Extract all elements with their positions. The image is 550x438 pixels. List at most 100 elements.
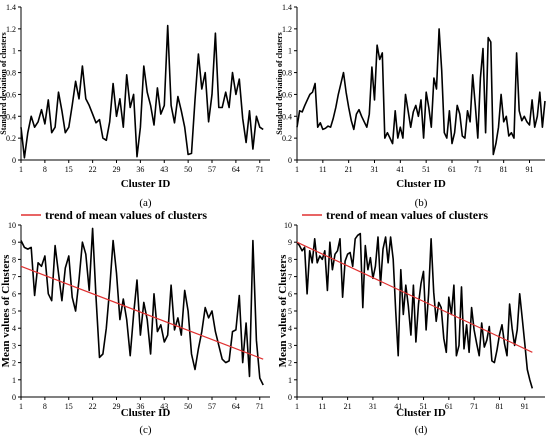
y-tick-label: 1.4 [6, 3, 16, 12]
y-tick-label: 7 [12, 273, 16, 282]
x-tick-label: 81 [495, 402, 503, 411]
y-tick-label: 3 [12, 341, 16, 350]
y-tick-label: 1.2 [6, 25, 16, 34]
x-tick-label: 43 [160, 402, 168, 411]
x-tick-label: 8 [43, 165, 47, 174]
x-tick-label: 50 [184, 165, 192, 174]
data-series-line [20, 24, 264, 159]
panel-caption: (d) [415, 424, 428, 436]
x-tick-label: 41 [396, 165, 404, 174]
trend-line [296, 241, 533, 353]
y-tick-label: 1.2 [282, 25, 292, 34]
y-tick-label: 4 [288, 324, 292, 333]
x-tick-label: 21 [344, 402, 352, 411]
x-tick-label: 57 [208, 402, 216, 411]
x-tick-label: 57 [208, 165, 216, 174]
y-tick-label: 2 [288, 359, 292, 368]
x-tick-label: 36 [136, 165, 144, 174]
x-tick-label: 1 [19, 402, 23, 411]
x-tick-label: 31 [371, 165, 379, 174]
panel-caption: (c) [139, 424, 152, 436]
x-tick-label: 11 [319, 165, 327, 174]
x-axis-title: Cluster ID [396, 178, 446, 190]
x-tick-label: 71 [474, 165, 482, 174]
data-series-line [20, 227, 264, 386]
x-tick-label: 36 [136, 402, 144, 411]
x-tick-label: 29 [113, 402, 121, 411]
y-tick-label: 5 [12, 307, 16, 316]
y-tick-label: 1 [288, 376, 292, 385]
x-axis-title: Cluster ID [396, 407, 446, 419]
y-axis-title: Standard deviation of clusters [275, 32, 284, 134]
y-tick-label: 4 [12, 324, 16, 333]
y-tick-label: 1 [12, 376, 16, 385]
x-tick-label: 50 [184, 402, 192, 411]
y-axis-title: Standard deviation of clusters [0, 32, 8, 134]
x-tick-label: 1 [295, 165, 299, 174]
y-tick-label: 1 [288, 47, 292, 56]
x-tick-label: 41 [394, 402, 402, 411]
y-tick-label: 0 [288, 393, 292, 402]
y-tick-label: 6 [288, 290, 292, 299]
y-tick-label: 0 [12, 156, 16, 165]
y-tick-label: 10 [284, 221, 292, 230]
x-tick-label: 22 [89, 165, 97, 174]
y-tick-label: 0.6 [282, 90, 292, 99]
x-tick-label: 61 [448, 165, 456, 174]
y-tick-label: 6 [12, 290, 16, 299]
x-tick-label: 71 [470, 402, 478, 411]
x-tick-label: 51 [420, 402, 428, 411]
y-tick-label: 0.4 [6, 112, 16, 121]
panel-caption: (b) [415, 197, 428, 209]
y-tick-label: 9 [12, 238, 16, 247]
y-tick-label: 0 [288, 156, 292, 165]
legend-label: trend of mean values of clusters [45, 208, 207, 222]
chart-panel-1: 0 0.2 0.4 0.6 0.8 1 1.2 1.4 1 8 15 22 29 36 43 50 57 64 71… [0, 3, 270, 209]
y-tick-label: 2 [12, 359, 16, 368]
x-tick-label: 15 [65, 165, 73, 174]
x-tick-label: 1 [19, 165, 23, 174]
x-tick-label: 1 [295, 402, 299, 411]
y-tick-label: 0.2 [6, 134, 16, 143]
x-tick-label: 81 [500, 165, 508, 174]
y-tick-label: 1.4 [282, 3, 292, 12]
x-tick-label: 91 [521, 402, 529, 411]
chart-panel-2: 00.20.40.60.811.21.41 11 21 31 41 51 61 71 81 91C… [275, 3, 546, 209]
x-tick-label: 29 [113, 165, 121, 174]
y-axis-title: Mean values of Clusters [0, 254, 12, 367]
y-tick-label: 9 [288, 238, 292, 247]
x-tick-label: 64 [232, 402, 240, 411]
x-tick-label: 22 [89, 402, 97, 411]
panel-caption: (a) [139, 197, 152, 209]
x-tick-label: 91 [526, 165, 534, 174]
y-axis-title: Mean values of Clusters [277, 254, 289, 367]
x-tick-label: 71 [256, 402, 264, 411]
y-tick-label: 10 [8, 221, 16, 230]
x-tick-label: 15 [65, 402, 73, 411]
y-tick-label: 0.6 [6, 90, 16, 99]
x-tick-label: 71 [256, 165, 264, 174]
trend-line [20, 265, 264, 360]
legend-label: trend of mean values of clusters [326, 208, 488, 222]
y-tick-label: 0.2 [282, 134, 292, 143]
y-tick-label: 7 [288, 273, 292, 282]
x-tick-label: 21 [345, 165, 353, 174]
y-tick-label: 1 [12, 47, 16, 56]
x-tick-label: 11 [318, 402, 326, 411]
y-tick-label: 8 [288, 255, 292, 264]
data-series-line [296, 28, 546, 156]
x-tick-label: 31 [369, 402, 377, 411]
x-tick-label: 51 [422, 165, 430, 174]
x-axis-title: Cluster ID [121, 407, 171, 419]
y-tick-label: 3 [288, 341, 292, 350]
y-tick-label: 0.4 [282, 112, 292, 121]
y-tick-label: 8 [12, 255, 16, 264]
y-tick-label: 5 [288, 307, 292, 316]
y-tick-label: 0.8 [6, 69, 16, 78]
y-tick-label: 0 [12, 393, 16, 402]
x-axis-title: Cluster ID [121, 178, 171, 190]
x-tick-label: 43 [160, 165, 168, 174]
